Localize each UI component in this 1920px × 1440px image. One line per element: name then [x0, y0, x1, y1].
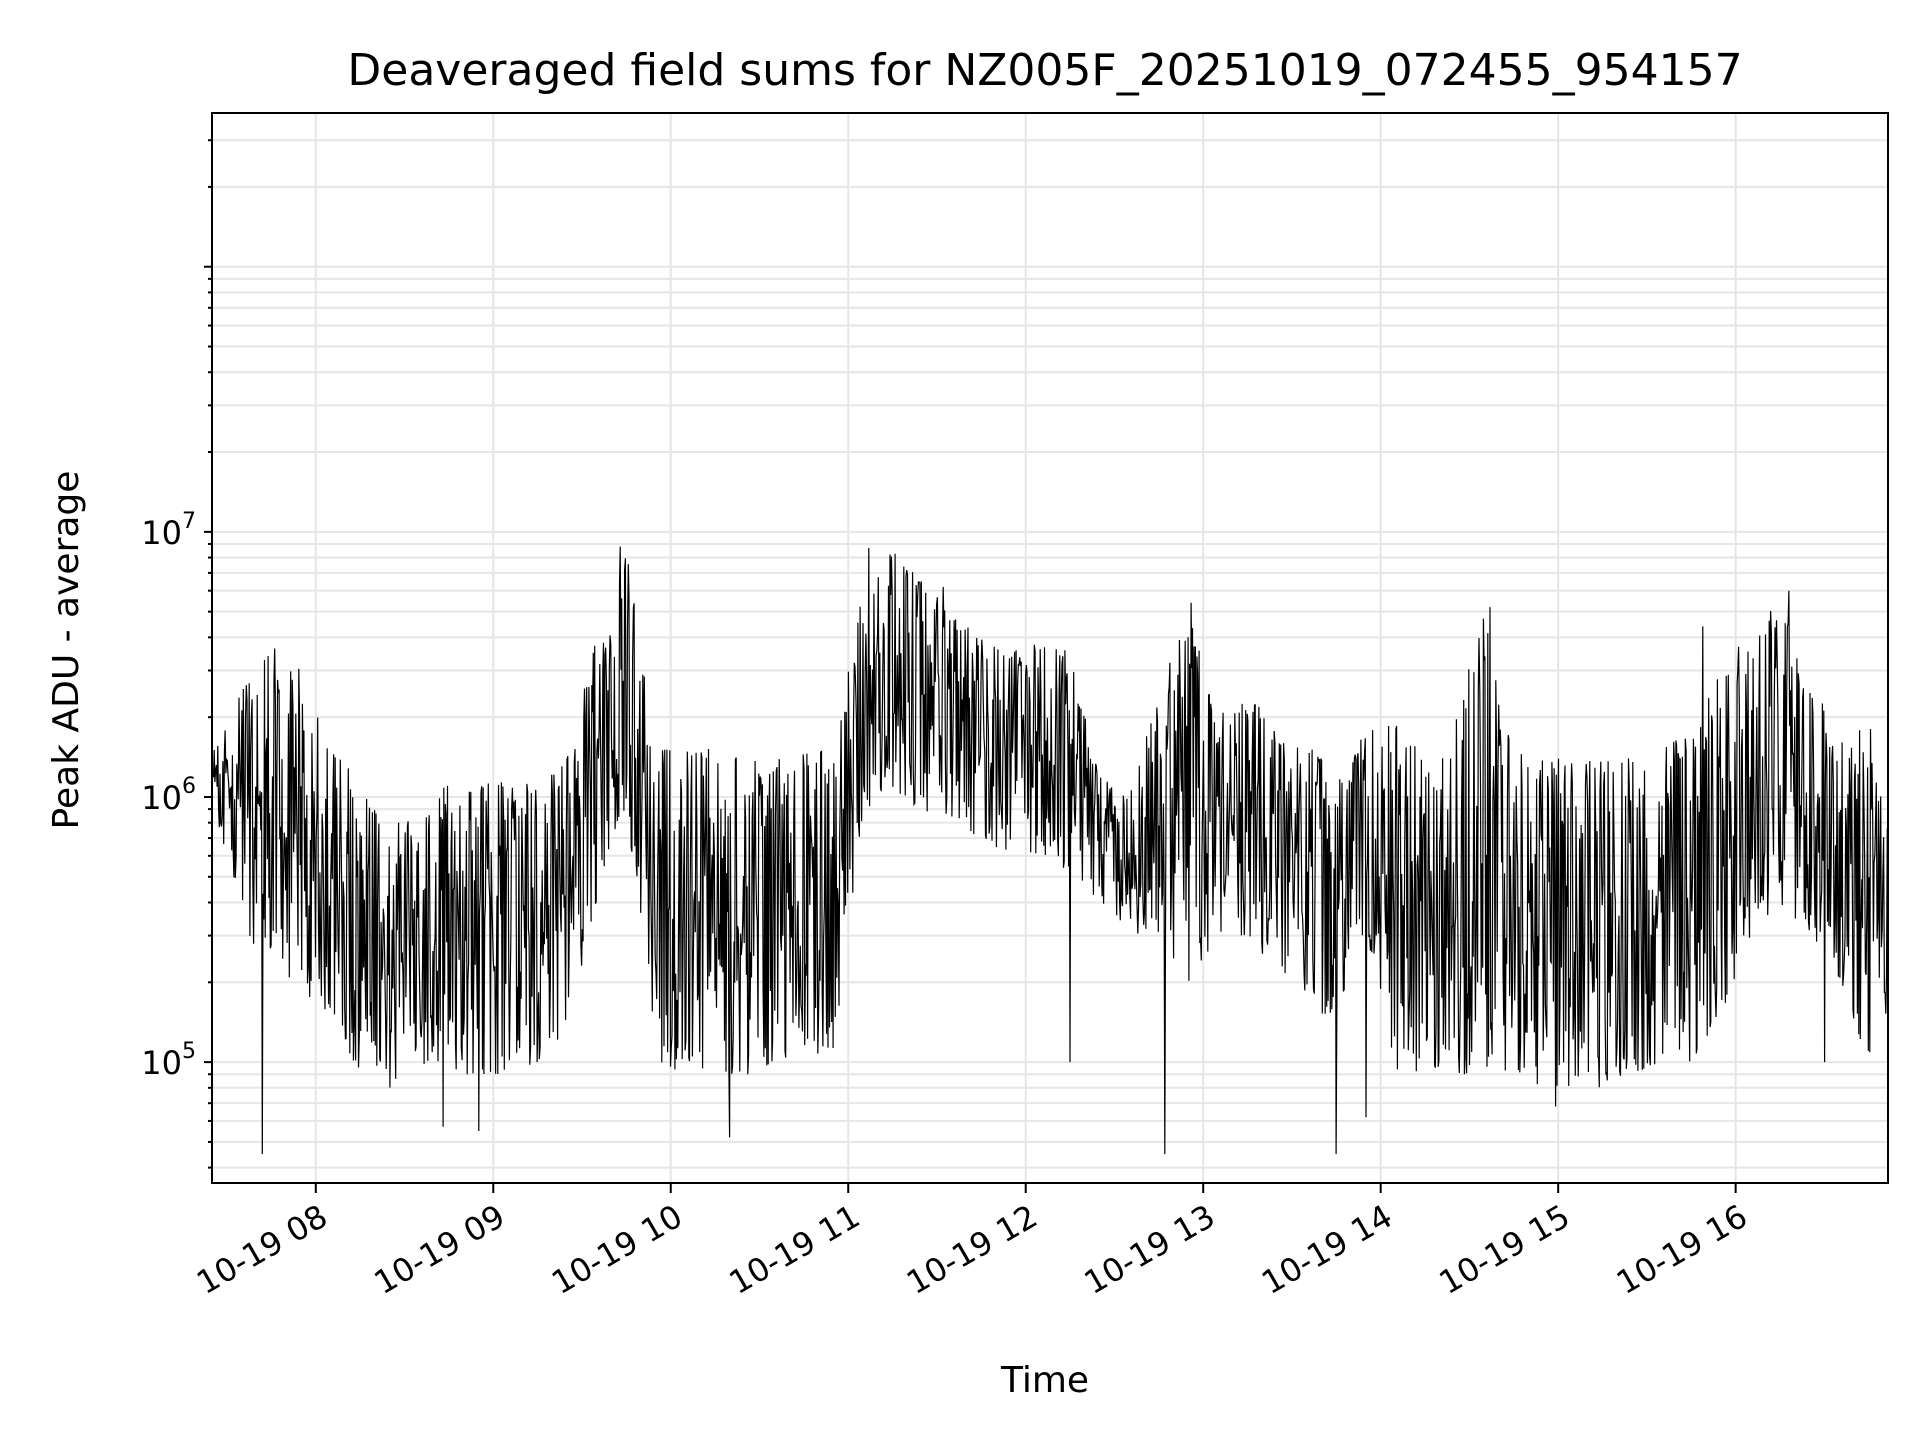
- data-line: [212, 546, 1889, 1155]
- series-line: [212, 546, 1889, 1155]
- plot-area-frame: [211, 112, 1889, 1184]
- y-tick-label: 105: [141, 1039, 196, 1082]
- y-axis: 105 106 107: [141, 139, 212, 1169]
- x-axis-label: Time: [1000, 1360, 1089, 1401]
- y-tick-label: 106: [141, 774, 196, 817]
- y-tick-label: 107: [141, 509, 196, 552]
- y-axis-label: Peak ADU - average: [46, 471, 87, 830]
- chart-title: Deaveraged field sums for NZ005F_2025101…: [347, 45, 1742, 96]
